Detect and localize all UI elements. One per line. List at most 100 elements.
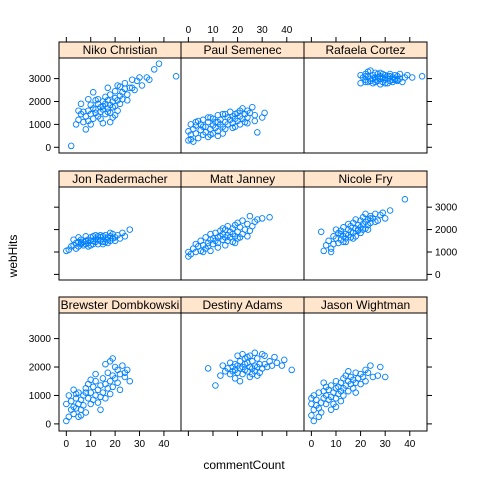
data-point [87,376,94,384]
data-point [104,369,112,376]
data-point [99,389,107,396]
data-point [354,226,362,233]
data-point [87,389,94,396]
data-point [80,108,87,116]
data-point [77,412,85,419]
data-point [271,353,278,361]
data-point [87,121,94,128]
data-point [214,118,222,126]
data-point [401,196,409,203]
data-point [246,352,254,359]
data-point [75,107,82,114]
panel-title: Rafaela Cortez [325,43,405,57]
x-tick-label: 10 [207,25,219,36]
data-point [357,380,364,388]
data-point [77,100,85,108]
data-point [155,60,163,67]
x-tick-label: 30 [380,439,392,450]
data-point [89,89,97,96]
data-point [102,360,109,368]
data-point [106,377,114,385]
data-point [121,369,129,376]
data-point [85,243,92,250]
data-point [386,207,394,214]
data-point [268,362,276,369]
data-point [377,69,384,77]
data-point [251,349,259,357]
data-point [150,66,158,73]
data-point [92,370,99,378]
data-point [261,352,268,359]
data-point [364,226,372,233]
x-tick-label: 0 [309,439,315,450]
panel-title: Nicole Fry [338,172,392,186]
data-point [87,237,94,245]
data-point [241,355,249,362]
data-point [236,234,244,241]
panel: Jon Radermacher [58,170,182,281]
data-point [126,226,134,233]
x-tick-label: 0 [186,25,192,36]
data-point [219,110,227,118]
data-point [379,209,386,217]
data-point [320,247,327,255]
data-point [106,91,114,98]
data-point [229,124,236,132]
data-point [187,136,195,143]
x-tick-label: 40 [158,439,170,450]
data-point [254,216,261,223]
data-point [70,236,77,243]
data-point [244,119,251,127]
data-point [204,365,212,372]
data-point [330,240,337,248]
data-point [204,114,212,121]
data-point [72,390,80,398]
y-tick-label: 3000 [29,74,52,85]
data-point [327,406,335,413]
data-point [119,95,126,103]
y-tick-label: 0 [45,419,51,430]
data-point [362,377,369,385]
data-point [222,110,229,118]
data-point [85,95,92,103]
y-tick-label: 0 [435,270,441,281]
data-point [327,248,335,256]
data-point [236,377,244,385]
x-tick-label: 20 [355,439,367,450]
data-point [207,131,214,138]
data-point [381,74,389,81]
data-point [172,73,180,80]
data-point [332,403,340,411]
data-point [317,228,325,236]
data-point [244,233,251,240]
data-point [192,118,200,126]
panel: Nicole Fry [303,170,428,281]
data-point [106,229,114,237]
data-point [345,387,352,395]
data-point [146,76,153,83]
data-point [364,68,372,75]
data-point [99,375,107,382]
data-point [313,396,320,403]
data-point [65,392,73,399]
y-tick-label: 0 [45,143,51,154]
data-point [67,142,75,150]
data-point [374,372,382,379]
data-point [80,402,87,409]
data-point [82,233,90,240]
data-point [121,233,129,240]
panel: Rafaela Cortez [303,41,428,154]
data-point [364,369,372,376]
data-point [80,118,87,126]
data-point [340,238,347,246]
data-point [278,362,286,369]
data-point [273,359,281,367]
data-point [345,368,352,375]
data-point [377,363,384,371]
data-point [92,97,99,104]
data-point [359,226,367,233]
y-tick-label: 1000 [435,247,458,258]
data-point [199,248,207,256]
data-point [102,395,109,402]
